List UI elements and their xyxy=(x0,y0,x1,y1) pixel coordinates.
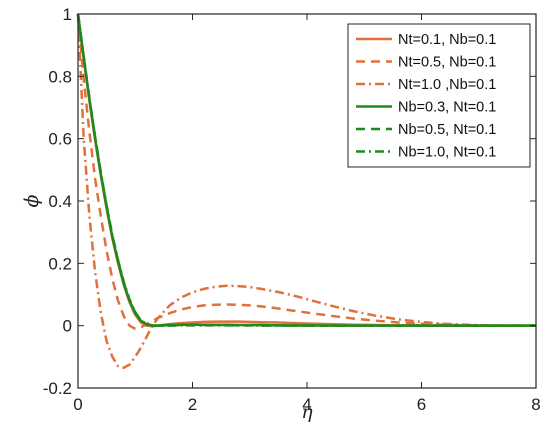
y-axis-label: ϕ xyxy=(21,194,43,207)
series-layer xyxy=(76,13,536,369)
x-tick-label: 6 xyxy=(417,395,426,414)
legend-label-2: Nt=0.5, Nb=0.1 xyxy=(398,55,496,71)
legend-label-6: Nb=1.0, Nt=0.1 xyxy=(398,145,496,161)
y-tick-label: 1 xyxy=(63,5,72,24)
x-tick-label: 4 xyxy=(302,395,311,414)
series-line-2 xyxy=(76,13,536,331)
x-tick-label: 2 xyxy=(188,395,197,414)
y-tick-label: 0.4 xyxy=(48,192,72,211)
x-axis-label: η xyxy=(301,401,313,423)
y-tick-label: 0.8 xyxy=(48,67,72,86)
legend-box xyxy=(347,23,531,168)
y-tick-label: -0.2 xyxy=(43,379,72,398)
y-tick-label: 0.2 xyxy=(48,254,72,273)
legend-label-3: Nt=1.0 ,Nb=0.1 xyxy=(398,77,496,93)
series-line-3 xyxy=(76,13,536,369)
legend-label-4: Nb=0.3, Nt=0.1 xyxy=(398,100,496,116)
legend-label-5: Nb=0.5, Nt=0.1 xyxy=(398,122,496,138)
y-tick-label: 0 xyxy=(63,317,72,336)
x-tick-label: 0 xyxy=(73,395,82,414)
y-tick-label: 0.6 xyxy=(48,130,72,149)
series-line-6 xyxy=(76,13,536,327)
axes-layer: 0 2 4 6 8-0.200.20.40.60.81 xyxy=(43,5,541,414)
legend-label-1: Nt=0.1, Nb=0.1 xyxy=(398,32,496,48)
legend: Nt=0.1, Nb=0.1 Nt=0.5, Nb=0.1 Nt=1.0 ,Nb=0… xyxy=(347,23,531,168)
x-tick-label: 8 xyxy=(531,395,540,414)
